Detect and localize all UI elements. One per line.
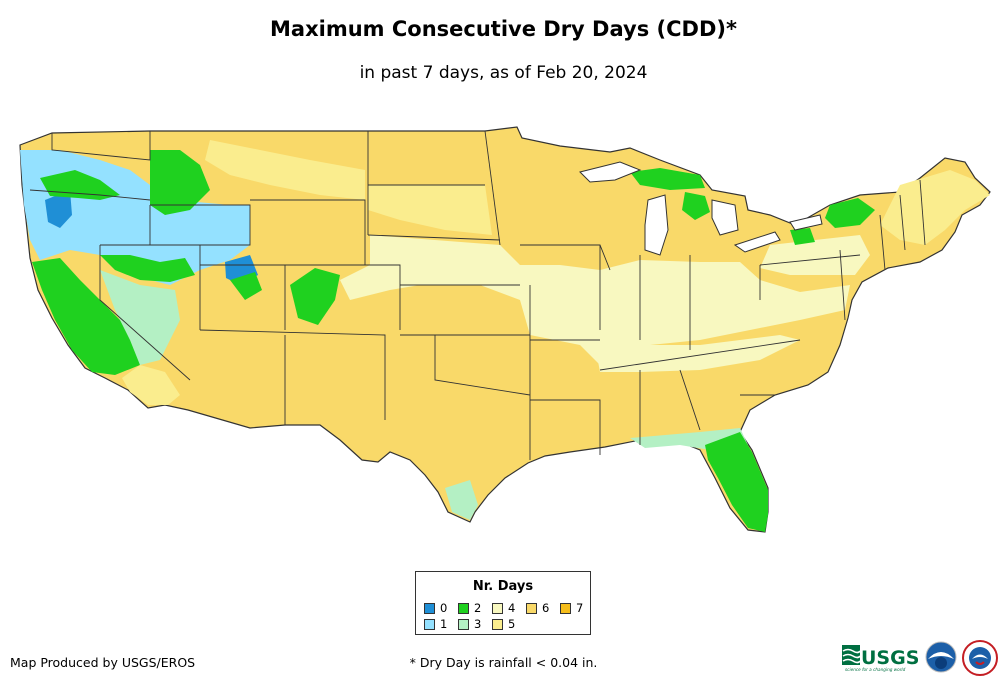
- cdd-map: [19, 126, 991, 533]
- legend-title: Nr. Days: [472, 579, 534, 594]
- legend-swatch-6: [526, 603, 537, 614]
- nws-logo: [962, 640, 998, 676]
- legend-item-7: 7: [560, 602, 583, 615]
- map-subtitle: in past 7 days, as of Feb 20, 2024: [359, 63, 648, 83]
- region-idaho-2day: [150, 150, 210, 215]
- region-nevada-3day: [100, 270, 180, 365]
- region-colorado-green: [290, 268, 340, 325]
- lake-erie: [733, 231, 781, 253]
- region-utah-green: [230, 272, 262, 300]
- region-pennsylvania-2day: [790, 228, 815, 245]
- legend-swatch-2: [458, 603, 469, 614]
- legend-item-5: 5: [492, 618, 515, 631]
- noaa-logo: [925, 641, 957, 673]
- legend-item-1: 1: [424, 618, 447, 631]
- region-socal-3day: [122, 365, 180, 405]
- region-montana-5day: [205, 140, 365, 200]
- region-northeast-4day: [760, 235, 870, 275]
- region-newyork-2day: [825, 198, 875, 228]
- legend-swatch-5: [492, 619, 503, 630]
- legend-swatch-3: [458, 619, 469, 630]
- map-credit: Map Produced by USGS/EROS: [10, 655, 196, 670]
- us-outline: [19, 126, 991, 533]
- region-central-4day: [340, 235, 850, 365]
- legend: Nr. Days 0 1 2 3 4 5 6 7: [415, 571, 591, 635]
- svg-text:science for a changing world: science for a changing world: [845, 667, 906, 672]
- legend-item-3: 3: [458, 618, 481, 631]
- region-upper-peninsula-2day: [630, 168, 705, 190]
- region-texas-coast-3day: [445, 480, 478, 520]
- svg-text:USGS: USGS: [861, 647, 919, 669]
- region-michigan-2day: [682, 192, 710, 220]
- legend-swatch-4: [492, 603, 503, 614]
- region-florida-2day: [705, 432, 768, 532]
- dry-day-footnote: * Dry Day is rainfall < 0.04 in.: [409, 655, 598, 670]
- region-california-2day: [32, 258, 140, 375]
- map-title: Maximum Consecutive Dry Days (CDD)*: [270, 17, 737, 41]
- legend-swatch-0: [424, 603, 435, 614]
- lake-superior: [579, 161, 642, 183]
- legend-swatch-7: [560, 603, 571, 614]
- region-dakotas-5day: [368, 185, 492, 235]
- legend-item-0: 0: [424, 602, 447, 615]
- region-oregon-0day: [45, 190, 72, 228]
- legend-swatch-1: [424, 619, 435, 630]
- region-nevada-green: [100, 255, 195, 282]
- lake-huron: [711, 199, 739, 236]
- lake-ontario: [789, 214, 823, 231]
- usgs-logo: USGS science for a changing world: [842, 645, 919, 672]
- lake-michigan: [644, 194, 669, 256]
- legend-item-4: 4: [492, 602, 515, 615]
- legend-item-2: 2: [458, 602, 481, 615]
- region-newengland-5day: [880, 170, 990, 245]
- state-boundaries: [29, 130, 926, 460]
- legend-item-6: 6: [526, 602, 549, 615]
